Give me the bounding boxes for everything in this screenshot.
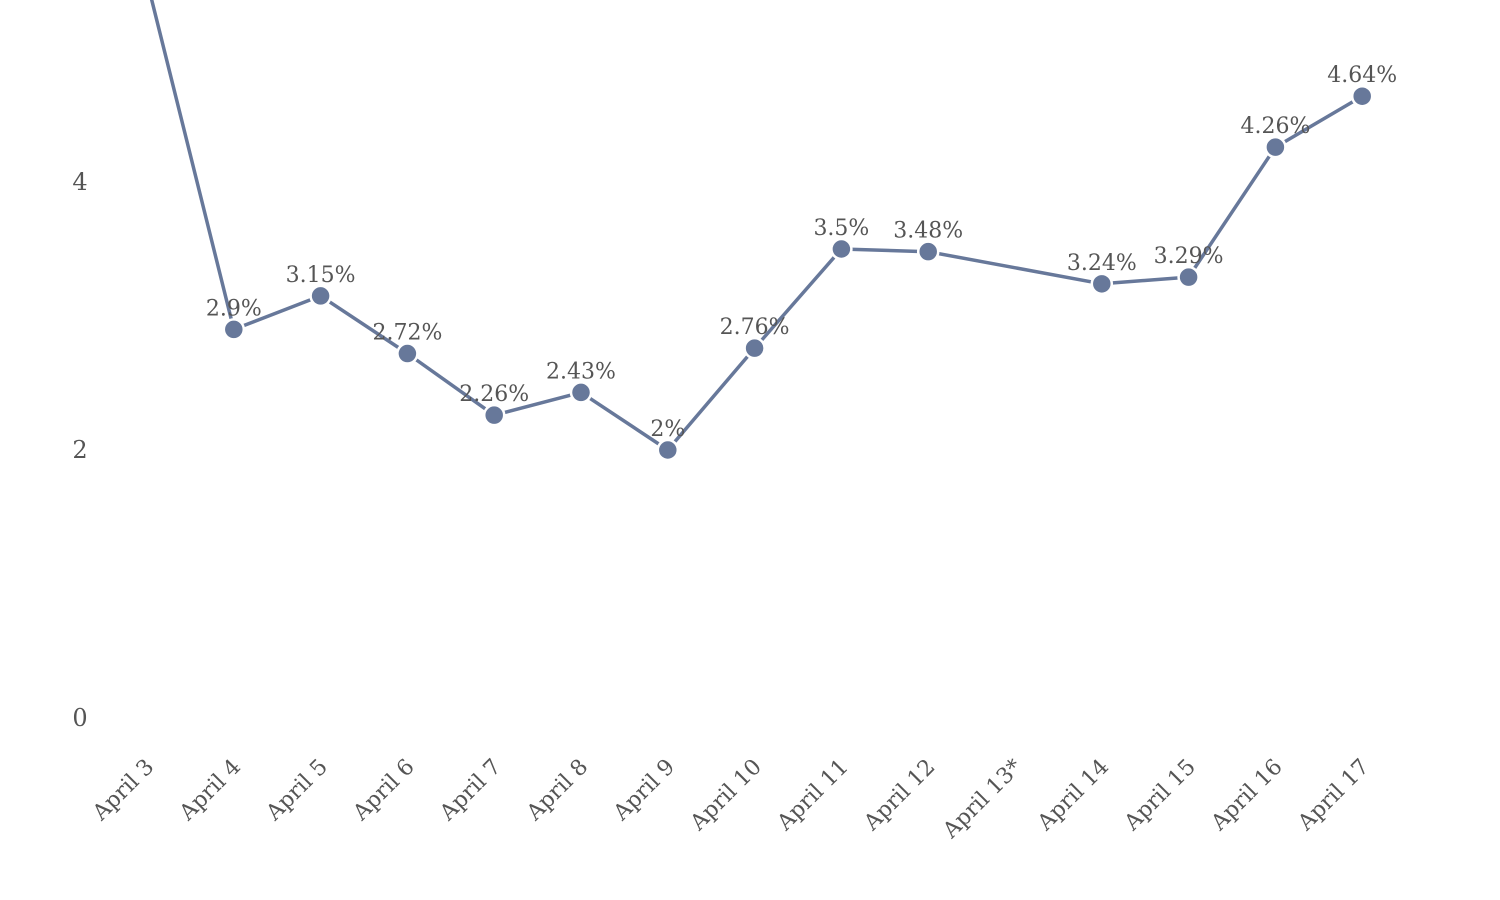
y-tick-label: 0 bbox=[72, 704, 87, 732]
x-tick-label: April 16 bbox=[1206, 755, 1288, 837]
data-label: 2.9% bbox=[206, 296, 262, 321]
data-point bbox=[830, 237, 853, 261]
x-tick-label: April 13* bbox=[938, 755, 1027, 844]
y-tick-label: 4 bbox=[72, 168, 87, 196]
data-points bbox=[222, 84, 1374, 462]
x-axis-ticks: April 3 April 4 April 5 April 6 April 7 April… bbox=[87, 755, 1374, 844]
data-label: 2% bbox=[650, 417, 685, 442]
data-point bbox=[309, 284, 332, 308]
x-tick-label: April 9 bbox=[608, 755, 680, 827]
data-label: 3.48% bbox=[893, 219, 963, 244]
x-tick-label: April 5 bbox=[261, 755, 333, 827]
series-line-group bbox=[149, 0, 1364, 452]
x-tick-label: April 14 bbox=[1032, 755, 1114, 837]
data-point bbox=[1350, 84, 1374, 108]
data-point bbox=[569, 381, 593, 404]
data-label: 2.26% bbox=[459, 382, 529, 407]
x-tick-label: April 12 bbox=[859, 755, 941, 837]
data-label: 3.15% bbox=[286, 263, 356, 288]
x-tick-label: April 15 bbox=[1119, 755, 1201, 837]
series-line bbox=[149, 0, 1364, 452]
data-label: 2.76% bbox=[720, 315, 790, 340]
y-axis-ticks: 0 2 4 bbox=[72, 168, 87, 732]
data-labels: 2.9% 3.15% 2.72% 2.26% 2.43% 2% 2.76% 3.5% 3.48%… bbox=[206, 63, 1397, 442]
data-point bbox=[1090, 272, 1114, 296]
data-label: 2.72% bbox=[372, 321, 442, 346]
x-tick-label: April 11 bbox=[772, 755, 854, 837]
data-point bbox=[916, 240, 940, 263]
x-tick-label: April 17 bbox=[1293, 755, 1375, 837]
data-point bbox=[222, 318, 246, 341]
x-tick-label: April 6 bbox=[348, 755, 420, 827]
data-label: 3.5% bbox=[813, 216, 869, 241]
data-label: 2.43% bbox=[546, 359, 616, 384]
data-point bbox=[482, 403, 506, 427]
data-point bbox=[743, 336, 766, 360]
data-label: 4.26% bbox=[1240, 114, 1310, 139]
x-tick-label: April 3 bbox=[87, 755, 159, 827]
data-point bbox=[656, 438, 680, 462]
x-tick-label: April 10 bbox=[685, 755, 767, 837]
data-point bbox=[396, 342, 419, 365]
data-point bbox=[1177, 265, 1200, 289]
x-tick-label: April 7 bbox=[435, 755, 507, 827]
y-tick-label: 2 bbox=[72, 436, 87, 464]
data-label: 3.24% bbox=[1067, 251, 1137, 276]
data-label: 4.64% bbox=[1327, 63, 1397, 88]
data-label: 3.29% bbox=[1154, 244, 1224, 269]
data-point bbox=[1264, 135, 1287, 159]
x-tick-label: April 4 bbox=[174, 755, 246, 827]
x-tick-label: April 8 bbox=[521, 755, 593, 827]
